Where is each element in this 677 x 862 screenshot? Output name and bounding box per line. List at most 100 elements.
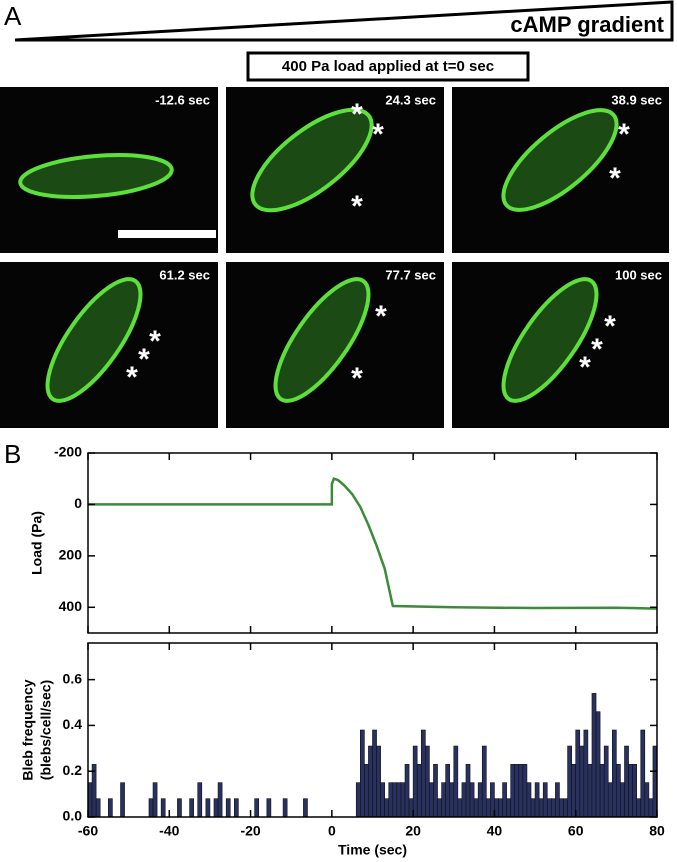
histogram-bar <box>469 782 475 818</box>
y-tick-label: 0.0 <box>63 808 83 824</box>
histogram-bar <box>473 798 479 818</box>
histogram-bar <box>522 764 528 818</box>
y-axis-label: Bleb frequency <box>20 679 36 780</box>
timestamp: 38.9 sec <box>611 92 662 107</box>
histogram-bar <box>368 745 373 818</box>
asterisk: * <box>604 310 616 343</box>
histogram-bar <box>477 782 483 818</box>
plot-frame <box>87 452 658 634</box>
histogram-bar <box>392 782 398 818</box>
histogram-bar <box>648 798 654 818</box>
frames <box>0 87 669 428</box>
histogram-bar <box>453 745 459 818</box>
histogram-bar <box>254 798 259 818</box>
x-tick-label: 20 <box>405 823 421 839</box>
cell <box>250 107 374 213</box>
histogram-bar <box>518 764 524 818</box>
histogram-bar <box>620 782 625 818</box>
histogram-bar <box>611 729 617 818</box>
histogram-bar <box>396 782 402 818</box>
histogram-bar <box>441 782 446 818</box>
histogram-bar <box>388 782 394 818</box>
y-tick-label: 400 <box>59 598 83 614</box>
histogram-bar <box>197 782 203 818</box>
histogram-bar <box>624 745 629 818</box>
y-axis-label: (blebs/cell/sec) <box>38 680 54 780</box>
timestamp: -12.6 sec <box>155 92 210 107</box>
histogram-bar <box>567 745 572 818</box>
histogram-bar <box>372 729 377 818</box>
histogram-bar <box>108 798 113 818</box>
histogram-bar <box>425 745 430 818</box>
x-axis-label: Time (sec) <box>338 842 407 858</box>
histogram-bar <box>225 798 231 818</box>
histogram-bar <box>599 764 605 818</box>
histogram-bar <box>632 764 637 818</box>
histogram-bar <box>282 798 288 818</box>
y-tick-label: 0.6 <box>63 670 83 686</box>
histogram-bar <box>457 798 463 818</box>
asterisk: * <box>609 162 621 195</box>
histogram-bar <box>360 729 365 818</box>
cell <box>501 277 599 403</box>
histogram-bar <box>551 798 556 818</box>
asterisk: * <box>351 362 363 395</box>
histogram-bar <box>364 764 369 818</box>
asterisk: * <box>351 98 363 131</box>
histogram-bar <box>534 782 540 818</box>
histogram-bar <box>461 782 467 818</box>
histogram-bar <box>213 798 219 818</box>
histogram-bar <box>481 745 487 818</box>
histogram-bar <box>591 693 597 818</box>
histogram-bar <box>579 745 585 818</box>
histogram-bar <box>555 782 560 818</box>
histogram-bar <box>571 764 577 818</box>
histogram-bar <box>559 798 564 818</box>
histogram-bar <box>384 798 390 818</box>
histogram-bar <box>205 798 211 818</box>
asterisk: * <box>372 118 384 151</box>
asterisk: * <box>375 300 387 333</box>
histogram-bar <box>510 764 516 818</box>
panel-label: B <box>4 439 21 469</box>
histogram-bar <box>177 798 182 818</box>
histogram-bar <box>380 782 385 818</box>
histogram-bar <box>120 782 125 818</box>
histogram-bar <box>437 798 442 818</box>
asterisk: * <box>351 190 363 223</box>
histogram-bar <box>530 798 536 818</box>
y-tick-label: 0.4 <box>63 716 83 732</box>
histogram-bar <box>603 745 609 818</box>
histogram-bar <box>514 764 520 818</box>
histogram-bar <box>542 782 548 818</box>
histogram-bar <box>583 729 589 818</box>
scale-bar <box>118 230 216 238</box>
x-tick-label: 60 <box>568 823 584 839</box>
histogram-bar <box>546 798 552 818</box>
x-tick-label: 0 <box>328 823 336 839</box>
x-tick-label: -40 <box>159 823 179 839</box>
panel-label: A <box>4 1 22 31</box>
histogram-bar <box>616 764 621 818</box>
histogram-bar <box>636 798 642 818</box>
asterisk: * <box>138 343 150 376</box>
histogram-bar <box>91 764 97 818</box>
timestamp: 77.7 sec <box>385 267 436 282</box>
histogram-bar <box>607 782 613 818</box>
histogram-bar <box>506 798 511 818</box>
histogram-bar <box>433 764 438 818</box>
histogram-bar <box>95 798 101 818</box>
histogram-bar <box>148 798 154 818</box>
load-line <box>88 477 658 610</box>
y-tick-label: 0.2 <box>63 762 83 778</box>
y-tick-label: -200 <box>54 444 82 460</box>
x-tick-label: -60 <box>78 823 98 839</box>
histogram-bar <box>502 782 507 818</box>
histogram-bar <box>189 798 194 818</box>
histogram-bar <box>465 764 471 818</box>
histogram-bar <box>640 729 646 818</box>
histogram-bar <box>526 782 532 818</box>
histogram-bar <box>234 798 239 818</box>
histogram-bar <box>400 782 406 818</box>
y-tick-label: 200 <box>59 547 83 563</box>
